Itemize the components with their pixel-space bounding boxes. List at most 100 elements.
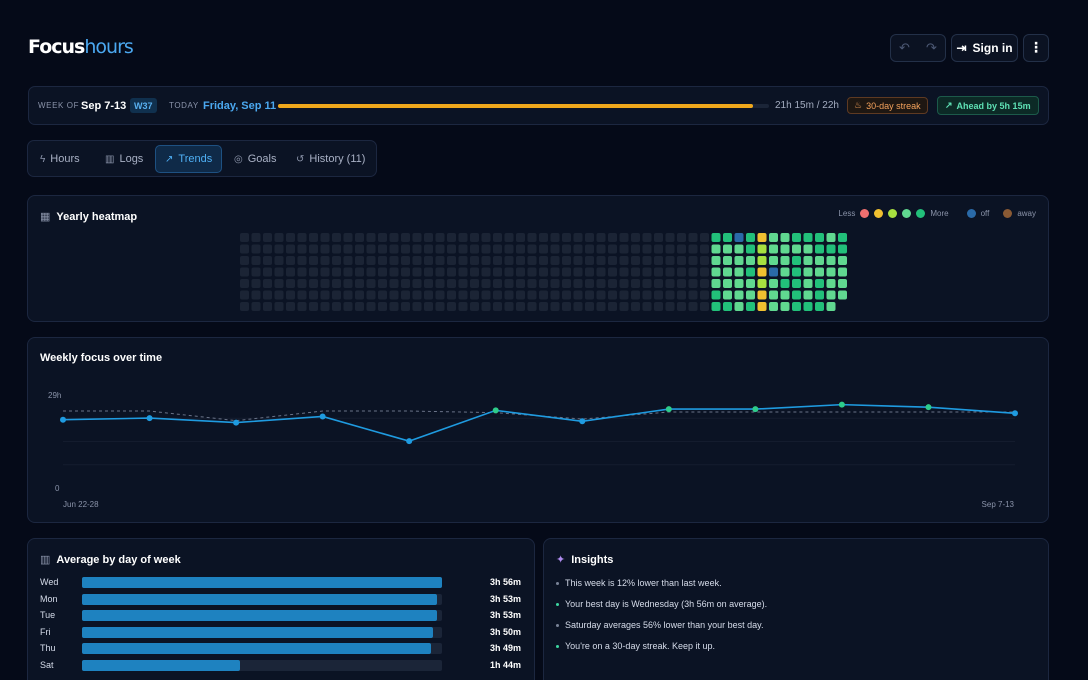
- heatmap-cell: [838, 290, 847, 300]
- heatmap-cell: [826, 256, 836, 265]
- heatmap-cell: [665, 290, 675, 300]
- heatmap-cell: [815, 290, 824, 300]
- heatmap-cell: [654, 302, 663, 311]
- undo-icon[interactable]: ↶: [899, 40, 910, 56]
- heatmap-cell: [562, 302, 571, 311]
- tab-hours[interactable]: ϟ Hours: [40, 145, 80, 173]
- heatmap-cell: [539, 233, 548, 242]
- heatmap-cell: [263, 279, 272, 288]
- heatmap-cell: [734, 267, 744, 277]
- data-point: [146, 415, 153, 422]
- ahead-badge: ↗ Ahead by 5h 15m: [937, 96, 1039, 115]
- heatmap-cell: [608, 233, 617, 242]
- logo-light-text: hours: [84, 36, 133, 58]
- heatmap-cell: [412, 244, 422, 254]
- heatmap-cell: [343, 244, 353, 254]
- heatmap-cell: [688, 290, 698, 300]
- heatmap-cell: [711, 290, 721, 300]
- heatmap-cell: [470, 256, 479, 265]
- heatmap-cell: [803, 290, 813, 300]
- heatmap-cell: [504, 233, 514, 242]
- tab-label: Logs: [119, 153, 144, 165]
- day-bar-track: [82, 610, 442, 621]
- heatmap-cell: [309, 244, 318, 254]
- heatmap-cell: [378, 279, 387, 288]
- heatmap-cell: [573, 290, 583, 300]
- heatmap-cell: [366, 279, 376, 288]
- weekly-focus-title: Weekly focus over time: [40, 352, 163, 364]
- heatmap-cell: [562, 290, 571, 300]
- tab-goals[interactable]: ◎ Goals: [234, 145, 276, 173]
- heatmap-cell: [458, 267, 468, 277]
- heatmap-cell: [803, 267, 813, 277]
- insight-item: Your best day is Wednesday (3h 56m on av…: [556, 599, 767, 609]
- heatmap-cell: [631, 279, 640, 288]
- heatmap-cell: [700, 302, 709, 311]
- more-vertical-icon[interactable]: ⋮: [1023, 34, 1049, 62]
- week-number-badge: W37: [130, 98, 157, 113]
- legend-swatch-5: [916, 209, 926, 218]
- heatmap-title: ▦ Yearly heatmap: [40, 210, 137, 224]
- heatmap-cell: [504, 290, 514, 300]
- heatmap-cell: [642, 244, 652, 254]
- day-name: Fri: [40, 627, 51, 637]
- legend-less: Less: [838, 209, 856, 218]
- day-bar-track: [82, 577, 442, 588]
- heatmap-cell: [424, 256, 433, 265]
- heatmap-grid: [240, 233, 847, 311]
- heatmap-cell: [286, 244, 295, 254]
- heatmap-cell: [838, 244, 847, 254]
- heatmap-cell: [263, 256, 272, 265]
- bolt-icon: ϟ: [40, 153, 46, 165]
- tab-label: Hours: [50, 153, 80, 165]
- bullet-icon: [556, 581, 559, 585]
- heatmap-cell: [585, 233, 594, 242]
- heatmap-cell: [631, 302, 640, 311]
- heatmap-cell: [677, 233, 686, 242]
- tab-history[interactable]: ↺ History (11): [296, 145, 365, 173]
- heatmap-cell: [562, 267, 571, 277]
- heatmap-cell: [286, 279, 295, 288]
- heatmap-cell: [757, 302, 767, 311]
- heatmap-cell: [309, 279, 318, 288]
- heatmap-cell: [332, 279, 341, 288]
- heatmap-cell: [286, 302, 295, 311]
- heatmap-cell: [688, 256, 698, 265]
- heatmap-cell: [516, 256, 525, 265]
- insight-text: Saturday averages 56% lower than your be…: [565, 620, 764, 630]
- legend-more: More: [930, 209, 949, 218]
- heatmap-cell: [815, 267, 824, 277]
- heatmap-cell: [401, 233, 410, 242]
- tab-trends[interactable]: ↗ Trends: [155, 145, 223, 173]
- day-bar-fill: [82, 643, 432, 654]
- heatmap-cell: [723, 302, 732, 311]
- legend-swatch-3: [888, 209, 898, 218]
- heatmap-cell: [412, 302, 422, 311]
- redo-icon[interactable]: ↷: [926, 40, 937, 56]
- heatmap-cell: [711, 302, 721, 311]
- heatmap-cell: [757, 279, 767, 288]
- heatmap-cell: [516, 267, 525, 277]
- heatmap-cell: [642, 233, 652, 242]
- tab-logs[interactable]: ▥ Logs: [105, 145, 143, 173]
- heatmap-cell: [481, 279, 491, 288]
- heatmap-cell: [815, 233, 824, 242]
- heatmap-cell: [631, 244, 640, 254]
- heatmap-cell: [309, 290, 318, 300]
- heatmap-cell: [619, 233, 629, 242]
- heatmap-cell: [700, 256, 709, 265]
- day-row: Sat 1h 44m: [40, 659, 521, 675]
- heatmap-cell: [263, 290, 272, 300]
- heatmap-cell: [838, 279, 847, 288]
- sign-in-button[interactable]: ⇥ Sign in: [951, 34, 1018, 62]
- heatmap-cell: [274, 267, 284, 277]
- heatmap-cell: [550, 279, 560, 288]
- heatmap-cell: [711, 233, 721, 242]
- heatmap-cell: [240, 279, 249, 288]
- heatmap-cell: [619, 267, 629, 277]
- heatmap-cell: [504, 256, 514, 265]
- heatmap-cell: [401, 302, 410, 311]
- x-axis-last-label: Sep 7-13: [982, 500, 1015, 509]
- heatmap-cell: [562, 244, 571, 254]
- heatmap-cell: [700, 279, 709, 288]
